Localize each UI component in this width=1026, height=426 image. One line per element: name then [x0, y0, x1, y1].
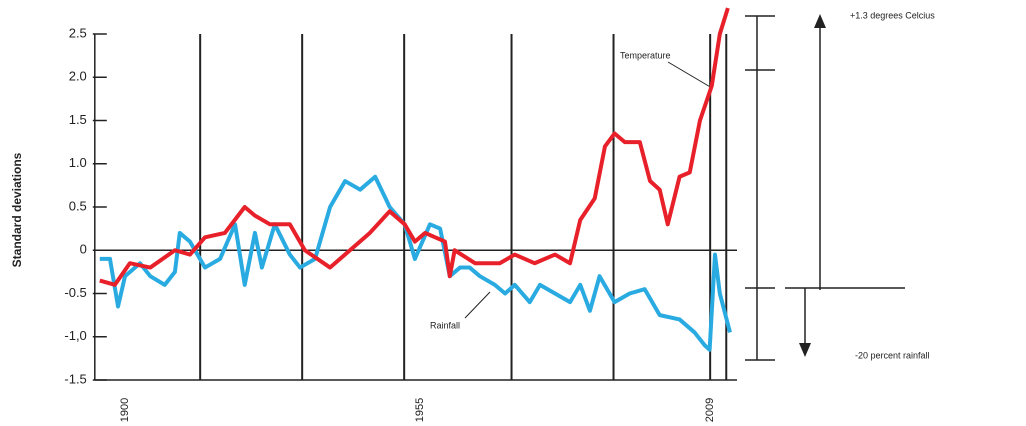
y-tick-label: 2.5 [69, 25, 87, 40]
y-tick-label: 1.5 [69, 112, 87, 127]
y-tick-label: 0 [80, 242, 87, 257]
y-tick-label: 1.0 [69, 155, 87, 170]
leader-line [667, 61, 713, 89]
annotation: -20 percent rainfall [855, 350, 930, 360]
leader-line [464, 291, 491, 319]
y-tick-label: 0.5 [69, 198, 87, 213]
series-label: Rainfall [430, 320, 460, 330]
x-tick-label: 2009 [704, 398, 716, 422]
y-tick-label: -1.5 [64, 371, 86, 386]
y-tick-label: -0.5 [64, 285, 86, 300]
line-series [99, 7, 730, 287]
x-tick-label: 1955 [414, 398, 426, 422]
series-label: Temperature [620, 50, 671, 60]
annotation: +1.3 degrees Celcius [850, 10, 935, 20]
y-tick-label: 2.0 [69, 69, 87, 84]
line-series [99, 174, 732, 352]
x-tick-label: 1900 [119, 398, 131, 422]
right-annotation-brackets [745, 15, 905, 361]
arrow-head [799, 343, 811, 357]
y-axis-label: Standard deviations [10, 152, 24, 267]
arrow-head [814, 14, 826, 28]
y-tick-label: -1,0 [64, 328, 86, 343]
